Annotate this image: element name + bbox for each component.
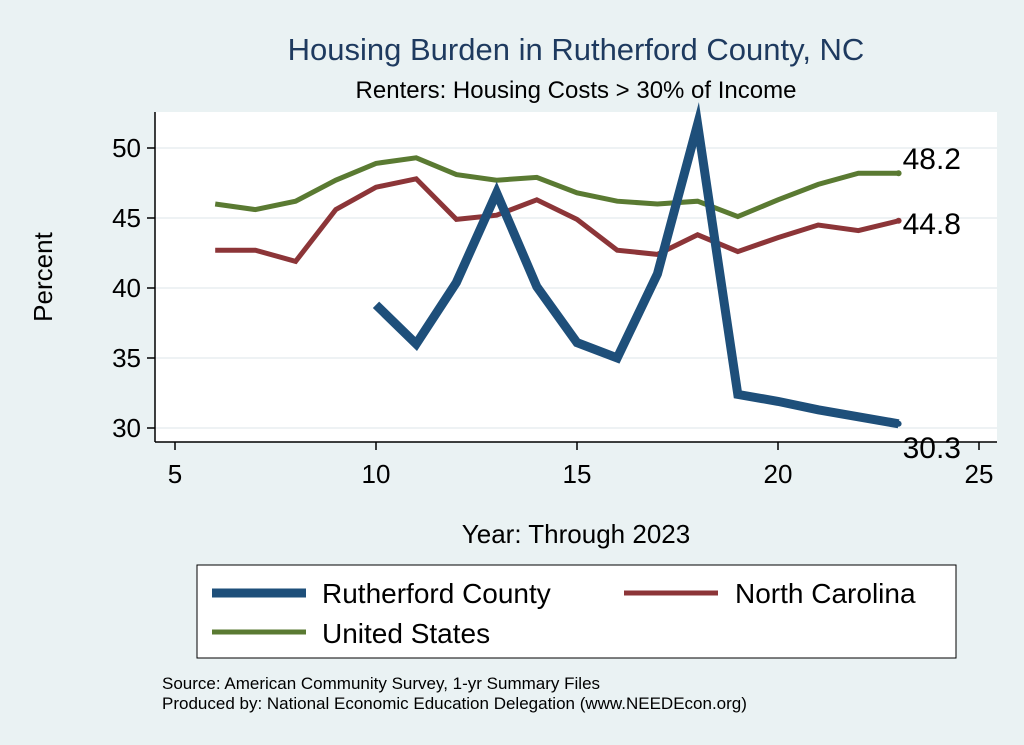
chart-subtitle: Renters: Housing Costs > 30% of Income <box>356 77 797 104</box>
series-lines <box>214 102 900 429</box>
legend-label-north-carolina: North Carolina <box>735 578 916 609</box>
end-label-rutherford-county: 30.3 <box>903 432 961 465</box>
y-tick-label-40: 40 <box>112 273 141 303</box>
y-tick-label-30: 30 <box>112 413 141 443</box>
x-axis-ticks: 5 10 15 20 25 <box>168 442 994 489</box>
y-tick-label-45: 45 <box>112 203 141 233</box>
x-tick-label-5: 5 <box>168 459 182 489</box>
x-tick-label-10: 10 <box>362 459 391 489</box>
x-tick-label-25: 25 <box>965 459 994 489</box>
produced-by-note: Produced by: National Economic Education… <box>162 694 747 713</box>
end-point-north-carolina <box>895 217 902 224</box>
series-line-united-states <box>214 155 899 220</box>
legend-box <box>196 564 957 659</box>
y-axis-ticks: 30 35 40 45 50 <box>112 133 155 443</box>
y-tick-label-35: 35 <box>112 343 141 373</box>
x-axis-title: Year: Through 2023 <box>462 519 690 549</box>
series-line-north-carolina <box>215 176 900 265</box>
gridlines <box>155 147 997 429</box>
legend-label-rutherford-county: Rutherford County <box>322 578 551 609</box>
series-line-rutherford-county <box>372 102 900 429</box>
source-note: Source: American Community Survey, 1-yr … <box>162 674 600 693</box>
legend-label-united-states: United States <box>322 618 490 649</box>
plot-area <box>155 112 997 442</box>
y-axis-title: Percent <box>28 231 58 321</box>
chart-title: Housing Burden in Rutherford County, NC <box>288 32 865 67</box>
x-tick-label-15: 15 <box>563 459 592 489</box>
y-tick-label-50: 50 <box>112 133 141 163</box>
end-point-rutherford-county <box>895 420 902 427</box>
x-tick-label-20: 20 <box>764 459 793 489</box>
end-label-united-states: 48.2 <box>903 143 961 176</box>
end-labels: 30.3 44.8 48.2 <box>895 143 961 465</box>
end-point-united-states <box>895 170 902 177</box>
end-label-north-carolina: 44.8 <box>903 208 961 241</box>
legend: Rutherford County North Carolina United … <box>212 578 916 649</box>
